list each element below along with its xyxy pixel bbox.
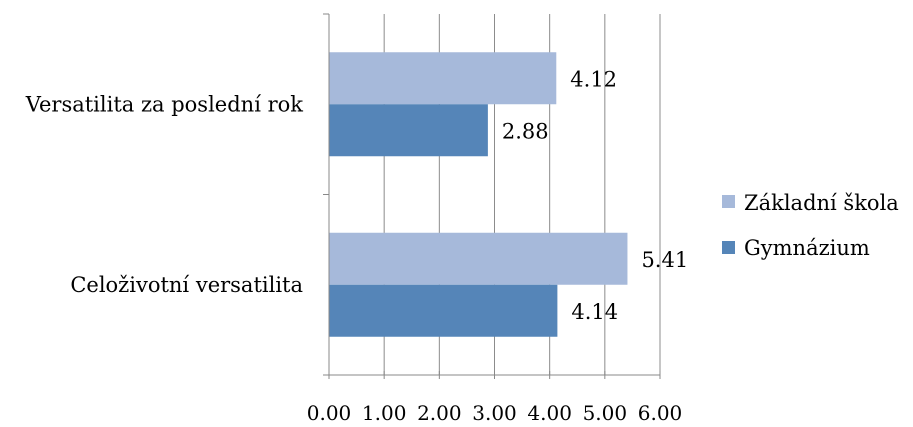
category-label: Celoživotní versatilita <box>70 273 303 297</box>
labels: 0.00 1.00 2.00 3.00 4.00 5.00 6.00 Versatilita … <box>25 67 688 425</box>
x-tick-label: 3.00 <box>472 401 517 425</box>
legend-label-gymnazium: Gymnázium <box>744 236 870 260</box>
x-tick-label: 0.00 <box>307 401 352 425</box>
x-tick-label: 4.00 <box>527 401 572 425</box>
data-label: 4.14 <box>571 300 618 324</box>
data-label: 2.88 <box>502 119 549 143</box>
legend-swatch-zakladni-skola <box>722 195 735 208</box>
category-label: Versatilita za poslední rok <box>25 92 304 116</box>
x-tick-label: 6.00 <box>638 401 683 425</box>
legend: Základní škola Gymnázium <box>722 191 899 260</box>
x-tick-label: 2.00 <box>417 401 462 425</box>
bar <box>329 104 488 157</box>
axes <box>323 13 661 379</box>
bar <box>329 232 628 285</box>
data-label: 5.41 <box>641 248 688 272</box>
x-tick-label: 5.00 <box>583 401 628 425</box>
x-tick-label: 1.00 <box>362 401 407 425</box>
bar <box>329 284 558 337</box>
bar <box>329 52 557 105</box>
legend-swatch-gymnazium <box>722 241 735 254</box>
data-label: 4.12 <box>570 67 617 91</box>
legend-label-zakladni-skola: Základní škola <box>744 191 899 215</box>
bars <box>329 52 628 337</box>
